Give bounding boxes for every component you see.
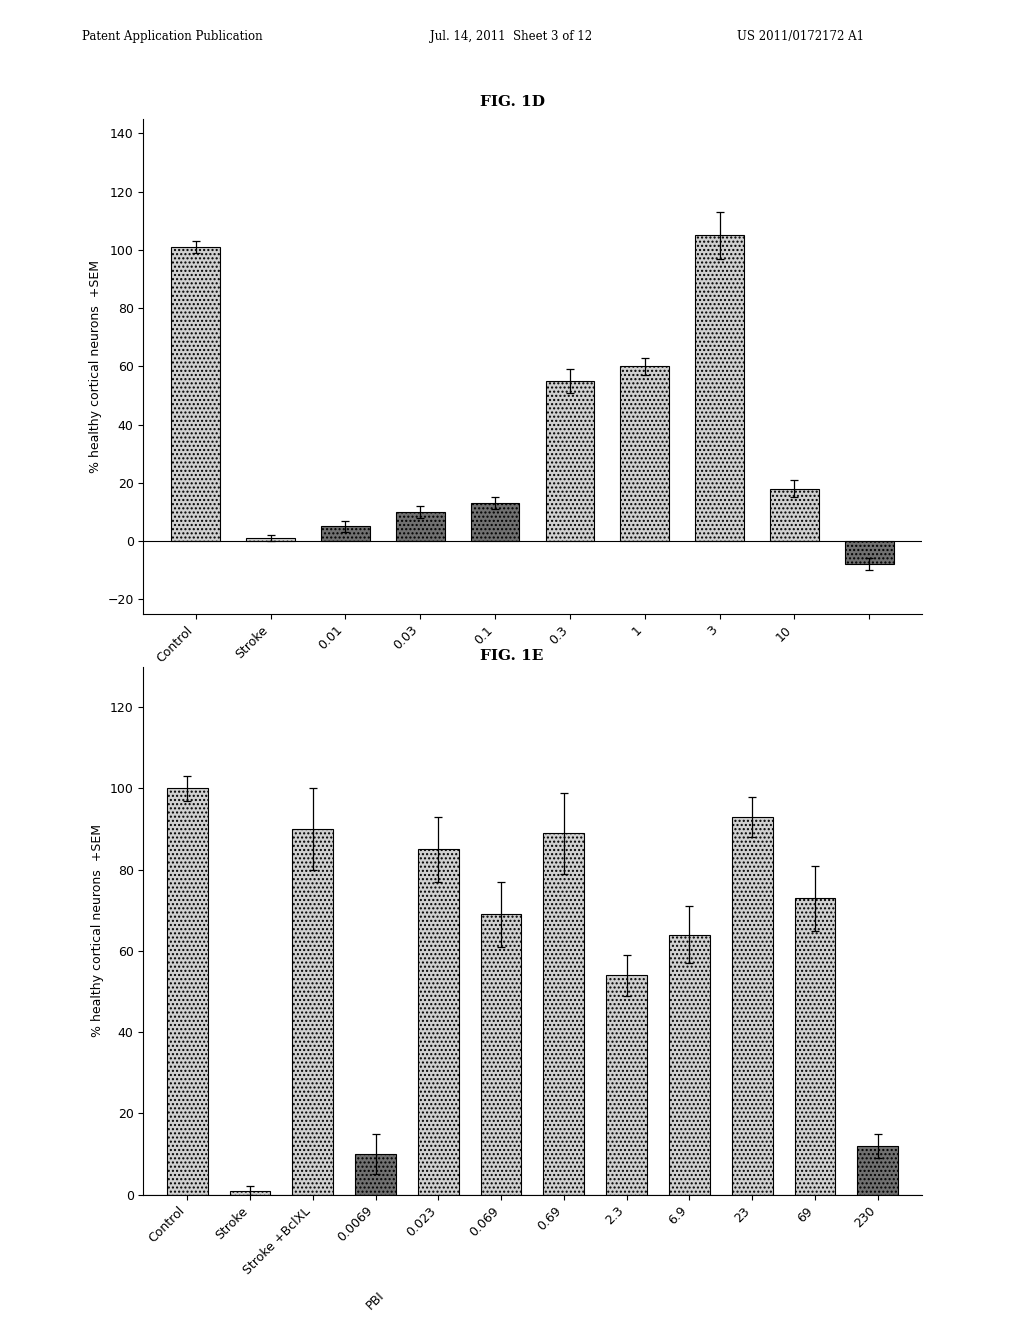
Bar xyxy=(355,1154,396,1195)
Bar xyxy=(167,788,208,1195)
Bar xyxy=(396,512,444,541)
Y-axis label: % healthy cortical neurons  +SEM: % healthy cortical neurons +SEM xyxy=(89,260,101,473)
Bar xyxy=(171,247,220,541)
Bar xyxy=(544,833,585,1195)
Y-axis label: % healthy cortical neurons  +SEM: % healthy cortical neurons +SEM xyxy=(91,824,104,1038)
Bar xyxy=(695,235,743,541)
Bar xyxy=(480,915,521,1195)
Bar xyxy=(795,898,836,1195)
Bar xyxy=(732,817,772,1195)
Bar xyxy=(246,539,295,541)
Text: Patent Application Publication: Patent Application Publication xyxy=(82,30,262,44)
Bar xyxy=(669,935,710,1195)
Text: FIG. 1D: FIG. 1D xyxy=(479,95,545,110)
Text: Jul. 14, 2011  Sheet 3 of 12: Jul. 14, 2011 Sheet 3 of 12 xyxy=(430,30,592,44)
Bar xyxy=(471,503,519,541)
Bar xyxy=(293,829,333,1195)
Bar xyxy=(621,366,669,541)
Bar xyxy=(845,541,894,565)
Text: PBI: PBI xyxy=(364,1290,387,1312)
Bar xyxy=(770,488,819,541)
Text: US 2011/0172172 A1: US 2011/0172172 A1 xyxy=(737,30,864,44)
Bar xyxy=(546,381,594,541)
Bar xyxy=(322,527,370,541)
Bar xyxy=(857,1146,898,1195)
Text: Olean: Olean xyxy=(328,694,362,730)
Bar xyxy=(606,975,647,1195)
Bar xyxy=(229,1191,270,1195)
Bar xyxy=(418,849,459,1195)
Text: FIG. 1E: FIG. 1E xyxy=(480,649,544,664)
